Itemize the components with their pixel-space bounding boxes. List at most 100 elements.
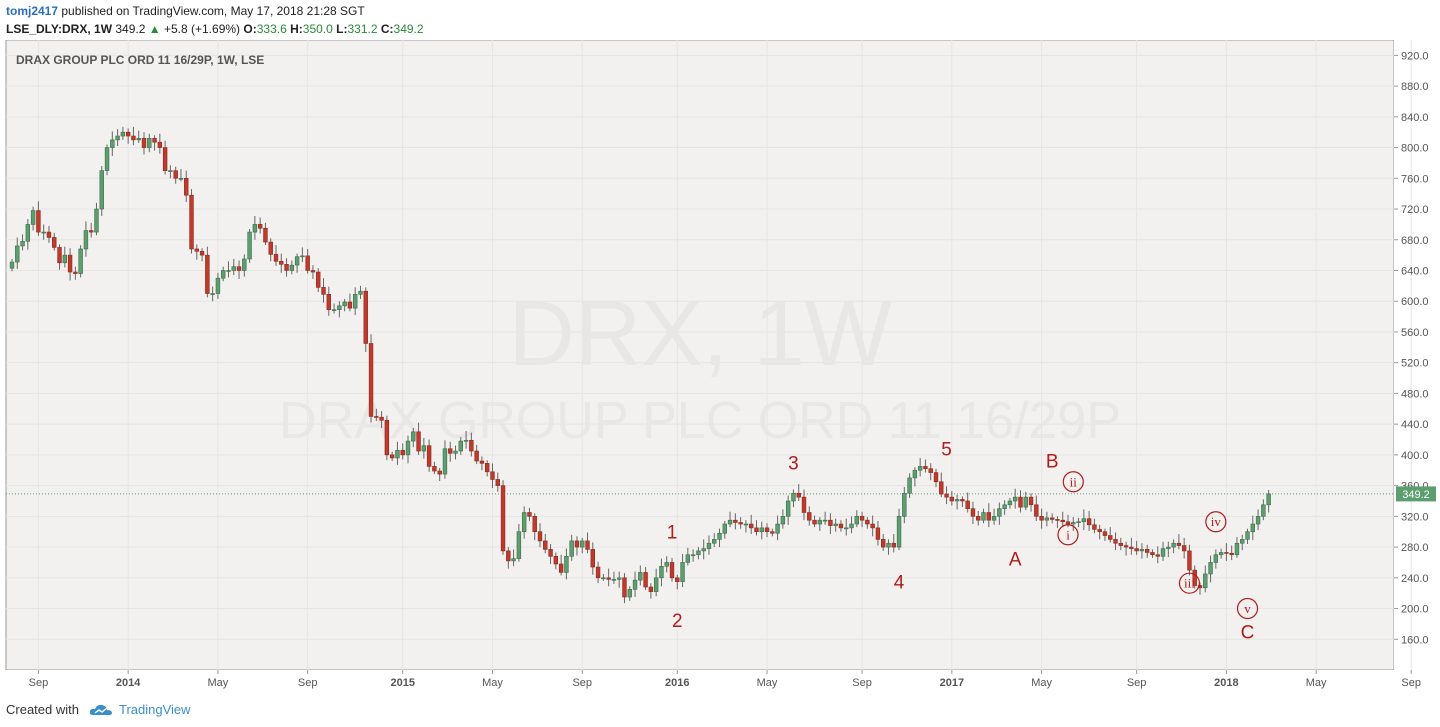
candle-body [954, 499, 960, 502]
candle-body [796, 492, 801, 498]
candle [152, 135, 157, 151]
wave-label-text: A [1009, 550, 1022, 571]
candle [1176, 534, 1182, 550]
candle [368, 334, 374, 423]
wave-label[interactable]: 2 [672, 611, 683, 632]
x-tick-label: 2017 [940, 677, 964, 689]
x-tick-label: 2015 [390, 677, 414, 689]
candle-body [1145, 549, 1150, 553]
candle [416, 422, 421, 455]
candle-body [1018, 496, 1023, 508]
candle-body [1108, 535, 1113, 540]
candle [395, 441, 400, 465]
candle [1192, 565, 1197, 589]
wave-label[interactable]: C [1241, 623, 1255, 644]
wave-label[interactable]: 3 [788, 454, 799, 475]
x-tick-label: May [757, 677, 778, 689]
candle [226, 261, 231, 278]
wave-label[interactable]: ii [1062, 471, 1084, 493]
wave-label[interactable]: iv [1205, 511, 1227, 533]
wave-label[interactable]: v [1236, 597, 1259, 620]
candle-body [326, 294, 331, 310]
x-tick-label: May [208, 677, 229, 689]
candle [817, 517, 823, 531]
y-tick-label: 160.0 [1401, 634, 1429, 646]
candle-body [1224, 552, 1229, 554]
candle-body [57, 247, 62, 264]
wave-label[interactable]: i [1057, 524, 1079, 546]
candle-body [421, 445, 427, 452]
candle [754, 520, 759, 536]
candle [680, 553, 685, 588]
candle [463, 431, 469, 449]
wave-label[interactable]: 5 [941, 440, 952, 461]
candle [865, 517, 870, 529]
y-tick-label: 200.0 [1401, 604, 1429, 616]
y-tick-label: 520.0 [1401, 358, 1429, 370]
publisher-username[interactable]: tomj2417 [6, 4, 59, 18]
candle-body [284, 264, 289, 271]
candle [1071, 517, 1076, 531]
candle [1092, 518, 1097, 534]
candle [981, 508, 986, 524]
candle-body [669, 562, 675, 579]
candle-body [1139, 549, 1145, 552]
x-tick-label: Sep [1401, 677, 1421, 689]
candle [231, 258, 236, 276]
wave-label[interactable]: B [1046, 451, 1059, 472]
candle-body [1118, 542, 1124, 546]
candle-body [347, 301, 353, 309]
candle [389, 451, 395, 462]
candle [543, 534, 548, 554]
candle-body [1266, 493, 1271, 506]
price-chart[interactable]: DRX, 1W DRAX GROUP PLC ORD 11 16/29P DRA… [0, 40, 1440, 692]
candle-body [743, 523, 749, 526]
candle [717, 528, 722, 548]
candle [532, 513, 537, 541]
candle-body [675, 577, 680, 582]
candle-body [632, 579, 638, 590]
candle [1060, 511, 1065, 528]
candle [136, 130, 141, 143]
candle [1181, 537, 1187, 559]
candle [305, 248, 310, 274]
candle-body [859, 516, 865, 521]
candle-body [62, 254, 68, 264]
candle [991, 508, 997, 525]
candle-body [94, 208, 99, 233]
candle [168, 165, 173, 179]
candle-body [664, 562, 669, 567]
candle-body [722, 523, 728, 534]
wave-label-circle [1236, 597, 1259, 620]
candle [184, 170, 189, 203]
low-value: 331.2 [347, 22, 378, 36]
candle-body [1213, 554, 1219, 563]
wave-label[interactable]: A [1009, 550, 1022, 571]
candle-body [368, 343, 374, 417]
candle-body [685, 554, 691, 563]
candle-body [141, 138, 147, 148]
candle-body [580, 540, 585, 548]
candle-body [289, 264, 295, 271]
wave-label[interactable]: iii [1178, 572, 1201, 594]
candle-body [395, 449, 400, 459]
candle-body [1176, 542, 1182, 546]
candle-body [1028, 496, 1034, 506]
candle [849, 516, 854, 534]
candle [384, 415, 390, 461]
y-tick-label: 680.0 [1401, 235, 1429, 247]
candle [1261, 499, 1266, 521]
candle [1028, 493, 1034, 512]
candle [141, 132, 147, 155]
wave-label[interactable]: 1 [667, 523, 678, 544]
last-price-text: 349.2 [115, 22, 146, 36]
candle-body [363, 290, 368, 344]
candle [891, 534, 896, 553]
candle-body [25, 224, 31, 242]
close-label: C: [380, 22, 394, 36]
tradingview-brand-link[interactable]: TradingView [118, 702, 191, 717]
candle-body [384, 420, 390, 456]
candle [880, 534, 886, 551]
chart-title: DRAX GROUP PLC ORD 11 16/29P, 1W, LSE [16, 53, 264, 67]
wave-label[interactable]: 4 [894, 573, 905, 594]
